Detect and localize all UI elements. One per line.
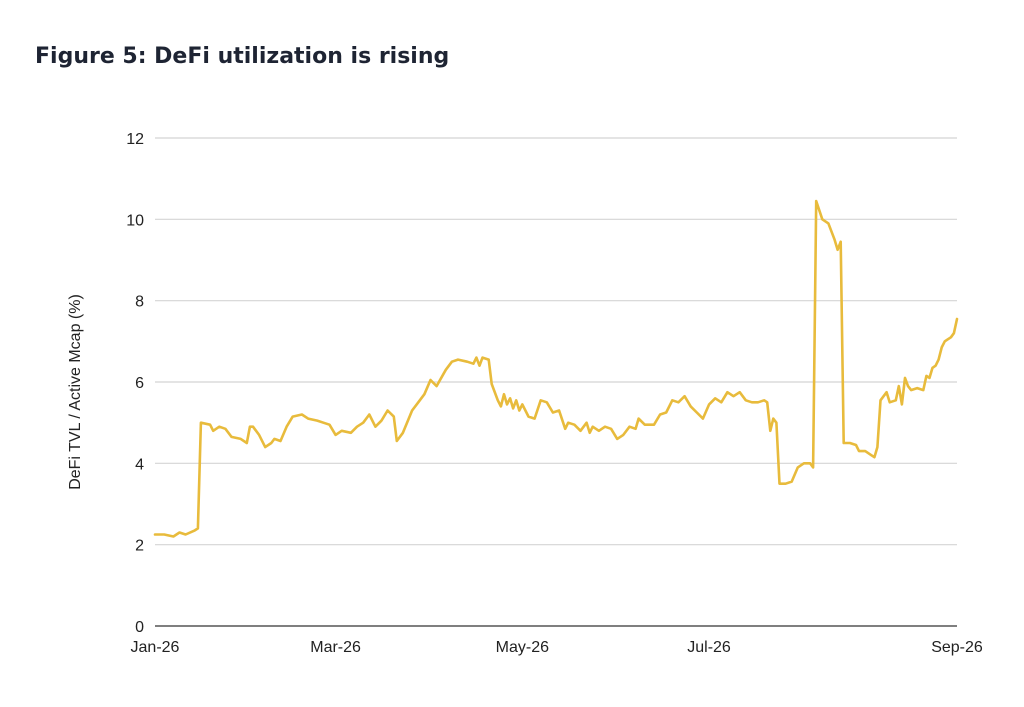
y-tick-label: 12 [126, 131, 144, 148]
y-axis-label: DeFi TVL / Active Mcap (%) [67, 294, 84, 490]
series-layer [153, 199, 959, 538]
x-tick-label: Jul-26 [687, 639, 731, 656]
x-axis-ticks: Jan-26 Mar-26 May-26 Jul-26 Sep-26 [131, 639, 983, 656]
x-tick-label: Jan-26 [131, 639, 180, 656]
figure-title: Figure 5: DeFi utilization is rising [35, 44, 450, 69]
series-line [153, 199, 959, 538]
x-tick-label: May-26 [496, 639, 549, 656]
y-tick-label: 4 [135, 456, 144, 473]
gridlines [155, 137, 957, 627]
y-tick-label: 0 [135, 619, 144, 636]
y-tick-label: 2 [135, 538, 144, 555]
x-tick-label: Mar-26 [310, 639, 361, 656]
x-tick-label: Sep-26 [931, 639, 983, 656]
y-axis-ticks: 0 2 4 6 8 10 12 [126, 131, 144, 636]
y-tick-label: 6 [135, 375, 144, 392]
y-tick-label: 8 [135, 294, 144, 311]
y-tick-label: 10 [126, 212, 144, 229]
